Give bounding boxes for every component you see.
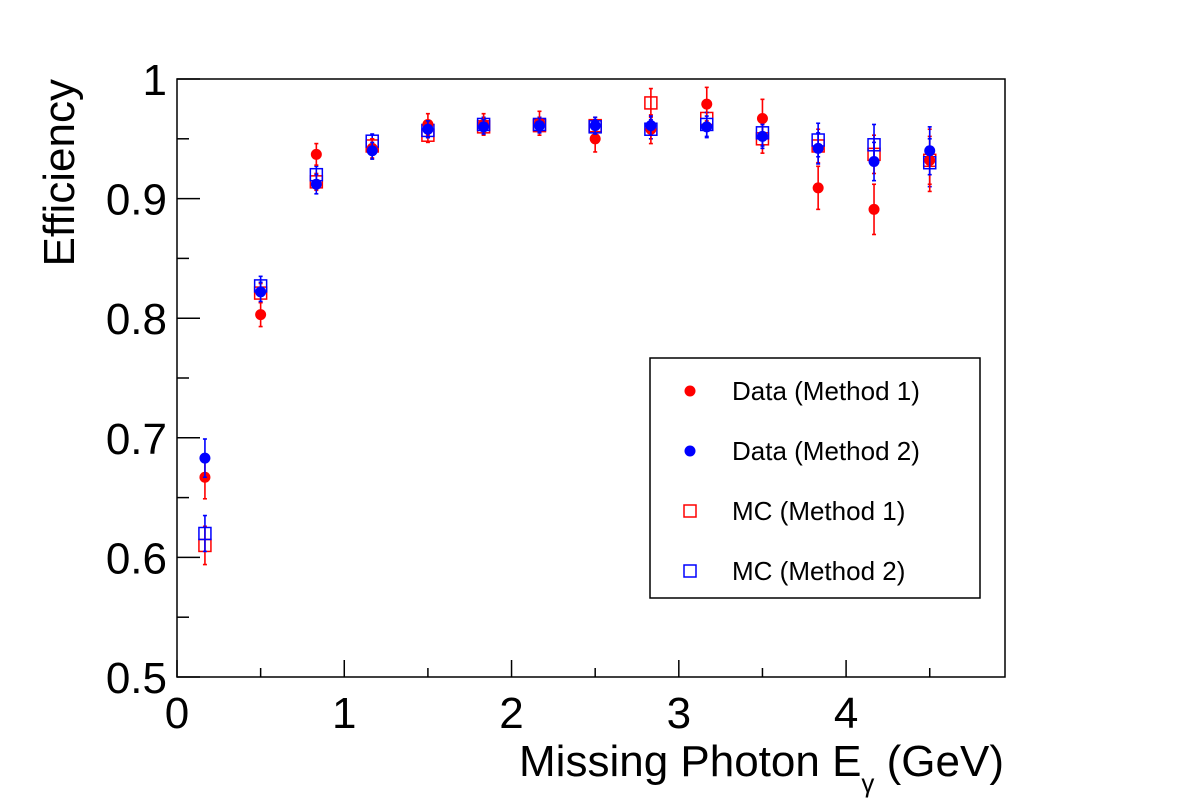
y-tick-label: 0.9 <box>106 176 167 225</box>
legend: Data (Method 1) Data (Method 2) MC (Meth… <box>649 357 981 599</box>
x-axis-title: Missing Photon Eγ (GeV) <box>519 737 1004 798</box>
y-tick-label: 0.7 <box>106 415 167 464</box>
y-tick-label: 0.6 <box>106 534 167 583</box>
data-point-square <box>198 526 212 541</box>
data-point-circle <box>868 156 880 168</box>
data-points <box>198 86 937 566</box>
y-tick-label: 0.8 <box>106 295 167 344</box>
legend-label-mc-method-2: MC (Method 2) <box>732 556 905 586</box>
x-tick-label: 0 <box>165 689 189 738</box>
legend-marker-square <box>683 504 697 518</box>
tick-labels: 0.5 0.6 0.7 0.8 0.9 1 0 1 2 3 4 <box>106 56 859 738</box>
data-point-square <box>644 96 658 110</box>
x-tick-label: 3 <box>667 689 691 738</box>
data-point-circle <box>255 286 267 298</box>
legend-marker-square <box>683 564 697 578</box>
data-point-circle <box>701 98 713 110</box>
data-point-circle <box>645 120 657 132</box>
data-point-circle <box>533 120 545 132</box>
x-axis-title-unit: (GeV) <box>874 737 1004 786</box>
data-point-circle <box>422 123 434 135</box>
data-point-circle <box>255 309 267 321</box>
data-point-circle <box>366 145 378 157</box>
legend-marker-circle <box>684 445 696 457</box>
y-tick-label: 1 <box>143 56 167 105</box>
data-point-circle <box>589 120 601 132</box>
legend-label-data-method-2: Data (Method 2) <box>732 436 920 466</box>
y-axis-title: Efficiency <box>35 79 84 267</box>
x-tick-label: 2 <box>499 689 523 738</box>
data-point-circle <box>756 130 768 142</box>
data-point-circle <box>589 133 601 145</box>
data-point-circle <box>812 142 824 154</box>
x-tick-label: 1 <box>332 689 356 738</box>
data-point-circle <box>701 121 713 133</box>
data-point-circle <box>868 203 880 215</box>
data-point-circle <box>756 112 768 124</box>
x-tick-label: 4 <box>834 689 858 738</box>
data-point-circle <box>812 182 824 194</box>
legend-marker-circle <box>684 385 696 397</box>
data-point-circle <box>478 121 490 133</box>
data-point-circle <box>310 148 322 160</box>
legend-label-mc-method-1: MC (Method 1) <box>732 496 905 526</box>
y-tick-label: 0.5 <box>106 654 167 703</box>
data-point-circle <box>199 452 211 464</box>
x-axis-title-subscript: γ <box>861 768 874 798</box>
plot-frame <box>176 78 1006 678</box>
legend-box <box>649 357 981 599</box>
data-point-circle <box>924 145 936 157</box>
legend-label-data-method-1: Data (Method 1) <box>732 376 920 406</box>
legend-markers <box>683 385 697 578</box>
data-point-circle <box>310 178 322 190</box>
x-axis-title-main: Missing Photon E <box>519 737 861 786</box>
